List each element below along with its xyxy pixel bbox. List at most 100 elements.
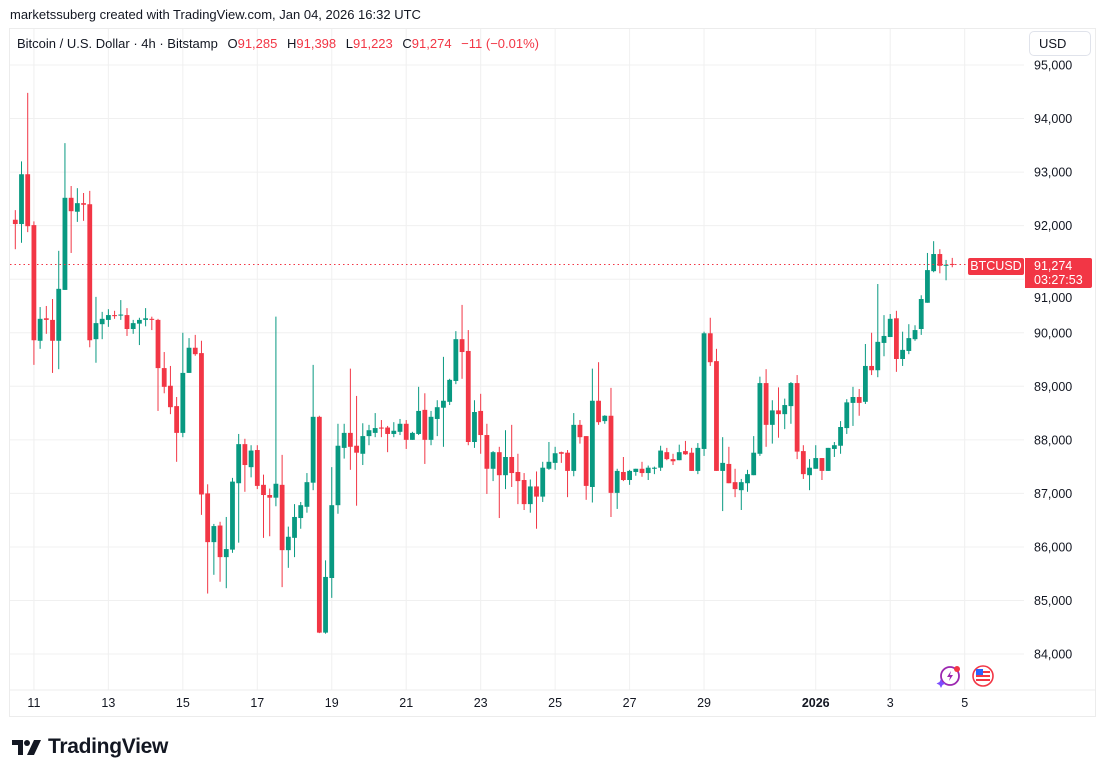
price-tick-label: 89,000 <box>1034 380 1072 394</box>
candle-body <box>298 505 304 519</box>
candle-body <box>93 323 99 340</box>
candle-body <box>614 470 620 493</box>
us-flag-icon[interactable] <box>972 665 994 687</box>
candle <box>124 308 130 336</box>
candle <box>484 423 490 494</box>
candle-body <box>763 383 769 425</box>
candle-body <box>571 424 577 471</box>
tradingview-logo[interactable]: TradingView <box>12 735 168 759</box>
candle-body <box>807 467 812 476</box>
candle <box>168 365 173 415</box>
candle <box>534 471 539 529</box>
candle <box>329 467 335 598</box>
candle <box>943 259 949 281</box>
candle-body <box>676 452 682 461</box>
candle-body <box>341 432 347 448</box>
candle-body <box>906 338 912 351</box>
candle-body <box>112 315 117 317</box>
candle <box>211 523 217 575</box>
candle <box>509 424 515 487</box>
candle <box>310 364 316 491</box>
candle <box>192 334 198 356</box>
candle <box>174 397 180 462</box>
candle-body <box>37 318 43 341</box>
candle <box>614 468 620 509</box>
candle <box>441 356 446 447</box>
candle-body <box>378 427 384 429</box>
candle <box>596 362 601 425</box>
candle <box>242 438 248 492</box>
candle-body <box>757 383 763 454</box>
candle-body <box>819 458 825 471</box>
candle <box>794 375 800 460</box>
price-tick-label: 93,000 <box>1034 166 1072 180</box>
candle-body <box>918 299 924 330</box>
high-label: H <box>286 36 297 51</box>
candle <box>912 325 918 341</box>
candle-body <box>645 467 651 474</box>
candle <box>844 399 850 434</box>
time-tick-label: 11 <box>27 696 40 710</box>
candle-body <box>186 347 192 373</box>
candle <box>180 332 186 438</box>
candle-body <box>205 493 211 543</box>
candle <box>602 415 608 424</box>
candle-body <box>254 450 260 486</box>
candle <box>589 368 595 503</box>
candle <box>881 315 887 357</box>
candle-body <box>323 576 328 633</box>
candle-body <box>540 467 546 497</box>
candle <box>745 469 750 492</box>
time-tick-label: 3 <box>887 696 894 710</box>
candle <box>689 447 695 471</box>
candle <box>788 382 794 424</box>
candle <box>807 459 812 491</box>
candle-body <box>695 447 701 471</box>
candle <box>105 309 111 327</box>
price-tick-label: 88,000 <box>1034 433 1072 447</box>
candle <box>546 441 552 470</box>
candle-body <box>943 264 949 266</box>
candle <box>831 441 837 457</box>
candle-body <box>509 456 515 474</box>
candle <box>918 295 924 335</box>
candle-body <box>788 383 794 407</box>
lightning-icon[interactable] <box>936 666 961 688</box>
candle <box>199 340 204 515</box>
price-tick-label: 95,000 <box>1034 59 1072 73</box>
candle-body <box>74 203 80 212</box>
candle-body <box>620 471 626 481</box>
candle <box>552 446 558 470</box>
time-tick-label: 19 <box>325 696 339 710</box>
candle <box>490 451 496 482</box>
candle-body <box>43 318 49 320</box>
candle <box>248 445 254 478</box>
candle-body <box>800 451 806 475</box>
candle-body <box>881 335 887 343</box>
candle-body <box>422 409 428 440</box>
candle-body <box>242 444 248 466</box>
candle <box>652 466 657 475</box>
price-tick-label: 90,000 <box>1034 326 1072 340</box>
candle <box>676 444 682 461</box>
candle-body <box>577 424 583 438</box>
price-tick-label: 86,000 <box>1034 540 1072 554</box>
candle-body <box>391 430 397 434</box>
candle-body <box>403 423 409 440</box>
candle <box>900 331 906 366</box>
currency-button[interactable]: USD <box>1029 31 1091 56</box>
candle-body <box>726 463 732 484</box>
candle <box>285 526 291 568</box>
candle-body <box>707 333 713 363</box>
candle <box>428 410 434 446</box>
candle <box>81 192 86 221</box>
candle-body <box>900 349 906 359</box>
candle <box>217 521 223 582</box>
candle-body <box>81 203 86 205</box>
candle-body <box>813 458 819 469</box>
candle-body <box>155 319 161 369</box>
candle <box>850 386 856 426</box>
candle-body <box>459 339 465 353</box>
candle <box>732 468 738 498</box>
